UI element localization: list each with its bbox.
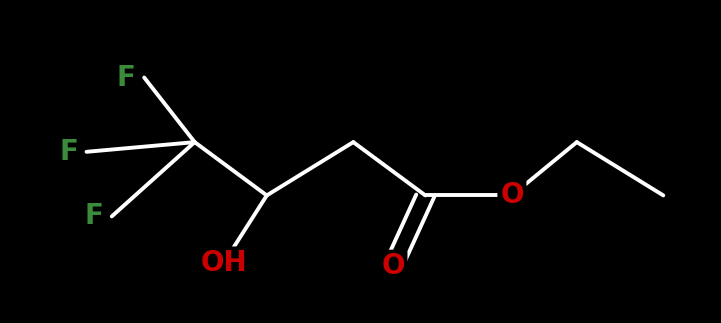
Text: OH: OH bbox=[200, 249, 247, 277]
Text: O: O bbox=[381, 253, 404, 280]
Text: F: F bbox=[59, 138, 78, 166]
Text: F: F bbox=[117, 64, 136, 91]
Text: O: O bbox=[500, 182, 523, 209]
Text: F: F bbox=[84, 203, 103, 230]
